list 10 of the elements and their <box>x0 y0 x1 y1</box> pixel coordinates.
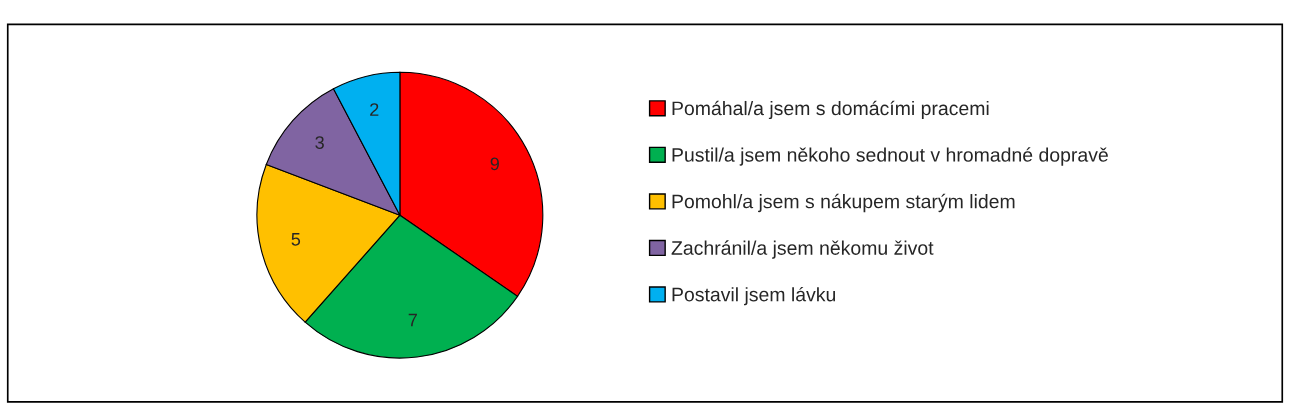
legend-label: Pustil/a jsem někoho sednout v hromadné dopravě <box>672 147 1108 166</box>
data-label: 9 <box>490 157 499 171</box>
data-label: 5 <box>291 233 301 246</box>
data-label: 7 <box>408 313 417 327</box>
data-label: 3 <box>315 136 324 149</box>
legend-label: Zachránil/a jsem někomu život <box>671 240 934 259</box>
data-label: 2 <box>370 103 379 116</box>
legend-label: Pomáhal/a jsem s domácími pracemi <box>672 100 989 120</box>
legend-label: Pomohl/a jsem s nákupem starým lidem <box>672 193 1015 213</box>
legend-label: Postavil jsem lávku <box>672 286 836 306</box>
